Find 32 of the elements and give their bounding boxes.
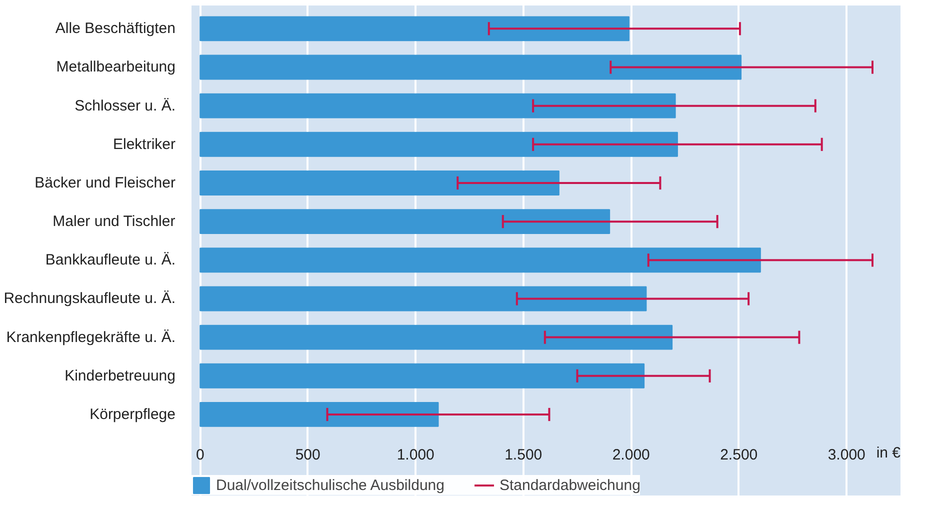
- y-tick-label: Krankenpflegekräfte u. Ä.: [6, 328, 176, 346]
- bar: [200, 324, 673, 350]
- y-tick-label: Schlosser u. Ä.: [74, 97, 176, 114]
- x-tick-label: 2.500: [720, 446, 758, 464]
- x-tick-label: 3.000: [828, 446, 866, 464]
- x-tick-label: 0: [196, 446, 204, 464]
- bar: [200, 170, 560, 196]
- legend-label: Dual/vollzeitschulische Ausbildung: [216, 476, 444, 494]
- text: Standardabweichung: [499, 476, 640, 494]
- bar: [200, 363, 645, 388]
- bar: [200, 16, 630, 42]
- bar: [200, 93, 676, 118]
- bar: [200, 402, 439, 427]
- x-tick-label: 2.000: [612, 446, 650, 464]
- x-tick-label: 1.000: [396, 446, 434, 464]
- y-tick-label: Bäcker und Fleischer: [34, 174, 176, 192]
- bar: [200, 54, 742, 80]
- x-tick-label: 500: [295, 446, 320, 464]
- bar: [200, 209, 610, 234]
- x-axis-title: in €: [876, 444, 902, 462]
- y-tick-label: Maler und Tischler: [52, 213, 176, 230]
- x-tick-label: 1.500: [504, 446, 542, 464]
- y-tick-label: Körperpflege: [90, 406, 176, 423]
- bar: [200, 286, 647, 312]
- y-tick-label: Alle Beschäftigten: [55, 20, 176, 38]
- bar: [200, 248, 761, 273]
- bar: [200, 132, 678, 157]
- y-tick-label: Rechnungskaufleute u. Ä.: [4, 290, 176, 308]
- y-tick-label: Kinderbetreuung: [64, 367, 176, 384]
- y-tick-label: Elektriker: [112, 136, 176, 153]
- y-tick-label: Bankkaufleute u. Ä.: [45, 252, 176, 269]
- y-tick-label: Metallbearbeitung: [56, 58, 176, 76]
